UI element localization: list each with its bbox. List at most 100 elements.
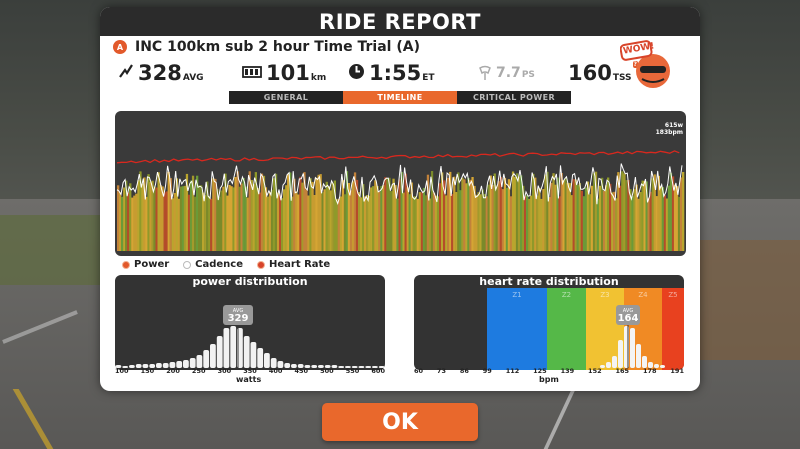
- power-dist-bar: [115, 365, 122, 368]
- timeline-power-bar: [457, 172, 460, 251]
- timeline-power-bar: [412, 196, 415, 251]
- timeline-power-bar: [131, 197, 134, 251]
- legend-cadence[interactable]: Cadence: [183, 259, 243, 270]
- power-dist-bar: [372, 366, 378, 368]
- timeline-power-bar: [376, 186, 379, 251]
- power-avg-label: AVG: [232, 308, 244, 314]
- timeline-power-bar: [613, 191, 616, 251]
- timeline-power-bar: [177, 198, 181, 251]
- timeline-power-bar: [210, 198, 213, 251]
- ok-button[interactable]: OK: [322, 403, 478, 441]
- timeline-power-bar: [611, 192, 614, 251]
- timeline-power-bar: [536, 195, 539, 251]
- timeline-power-bar: [226, 195, 229, 251]
- power-avg-value: 329: [227, 313, 249, 324]
- timeline-power-bar: [467, 178, 470, 251]
- tab-general[interactable]: GENERAL: [229, 91, 343, 104]
- hr-tick: 139: [560, 367, 575, 375]
- tss-info-badge[interactable]: ?: [632, 61, 639, 68]
- hr-x-label: bpm: [539, 375, 559, 384]
- timeline-power-bar: [420, 192, 424, 251]
- timeline-power-bar: [293, 178, 296, 251]
- power-dist-bar: [250, 342, 257, 368]
- timeline-power-bar: [254, 172, 257, 251]
- timeline-power-bar: [432, 192, 436, 251]
- power-dist-bar: [270, 358, 277, 368]
- timeline-power-bar: [347, 183, 351, 251]
- timeline-power-bar: [665, 198, 669, 251]
- power-dist-bar: [324, 365, 331, 368]
- timeline-power-bar: [262, 175, 266, 251]
- timeline-power-bar: [560, 173, 563, 251]
- timeline-power-bar: [228, 185, 231, 251]
- timeline-power-bar: [574, 179, 577, 251]
- hr-distribution-title: heart rate distribution: [479, 275, 619, 288]
- timeline-power-bar: [576, 184, 579, 251]
- power-distribution-title: power distribution: [192, 275, 308, 288]
- avg-power-value: 328: [138, 61, 182, 85]
- timeline-power-bar: [281, 198, 284, 251]
- timeline-power-bar: [232, 187, 235, 251]
- timeline-power-bar: [530, 195, 533, 251]
- timeline-power-bar: [671, 176, 675, 251]
- hr-zone-band: [586, 288, 624, 370]
- timeline-power-bar: [268, 192, 272, 251]
- timeline-power-bar: [313, 195, 316, 251]
- hr-dist-bar: [648, 362, 653, 368]
- timeline-power-bar: [303, 172, 306, 251]
- legend-power[interactable]: Power: [122, 259, 169, 270]
- power-dist-bar: [176, 361, 183, 368]
- timeline-power-bar: [173, 193, 176, 251]
- timeline-power-bar: [586, 181, 590, 251]
- timeline-power-bar: [507, 179, 511, 251]
- timeline-power-bar: [147, 174, 150, 251]
- power-dist-bar: [345, 366, 351, 368]
- timeline-power-bar: [578, 183, 581, 251]
- timeline-power-bar: [667, 185, 671, 251]
- timeline-power-bar: [515, 173, 519, 251]
- timeline-power-bar: [185, 173, 189, 251]
- timeline-power-bar: [463, 179, 466, 251]
- timeline-power-bar: [511, 171, 515, 251]
- power-dist-bar: [142, 364, 149, 368]
- timeline-power-bar: [590, 185, 594, 251]
- timeline-power-bar: [546, 171, 549, 251]
- timeline-power-bar: [598, 185, 602, 251]
- timeline-power-bar: [641, 180, 644, 251]
- power-tick: 350: [243, 367, 257, 375]
- timeline-power-bar: [601, 177, 604, 251]
- power-dist-bar: [351, 366, 358, 368]
- timeline-power-bar: [473, 185, 476, 251]
- wow-mascot-icon: WOW!: [619, 39, 672, 91]
- stat-avg-power: 328 AVG: [118, 61, 204, 85]
- timeline-power-bar: [607, 177, 610, 251]
- timeline-power-bar: [621, 171, 624, 251]
- timeline-power-bar: [406, 187, 409, 251]
- timeline-power-bar: [374, 180, 377, 251]
- hr-zone-label: Z3: [600, 291, 609, 299]
- power-dist-bar: [284, 363, 291, 368]
- timeline-power-bar: [441, 172, 444, 251]
- timeline-power-bar: [191, 175, 195, 251]
- tab-critical-power[interactable]: CRITICAL POWER: [457, 91, 571, 104]
- tab-timeline[interactable]: TIMELINE: [343, 91, 457, 104]
- timeline-power-bar: [153, 186, 156, 251]
- hr-zone-band: [662, 288, 684, 370]
- timeline-power-bar: [295, 191, 298, 251]
- hr-distribution-ticks: 60 73 86 99 112 125 139 152 165 178 191: [414, 367, 684, 375]
- timeline-power-bar: [299, 176, 302, 251]
- legend-heart-rate[interactable]: Heart Rate: [257, 259, 330, 270]
- timeline-power-bar: [341, 180, 345, 251]
- power-dist-bar: [365, 366, 372, 368]
- timeline-power-bar: [151, 180, 154, 251]
- power-distribution-chart: power distribution AVG 329: [115, 275, 385, 370]
- timeline-power-bar: [335, 199, 338, 251]
- hr-tick: 99: [482, 367, 492, 375]
- timeline-power-bar: [675, 186, 679, 251]
- tss-value: 160: [568, 61, 612, 85]
- panel-header: RIDE REPORT: [100, 7, 700, 36]
- timeline-power-bar: [439, 183, 442, 251]
- hr-dist-bar: [600, 365, 605, 368]
- timeline-heart-rate-line: [116, 150, 680, 164]
- timeline-power-bar: [311, 181, 314, 251]
